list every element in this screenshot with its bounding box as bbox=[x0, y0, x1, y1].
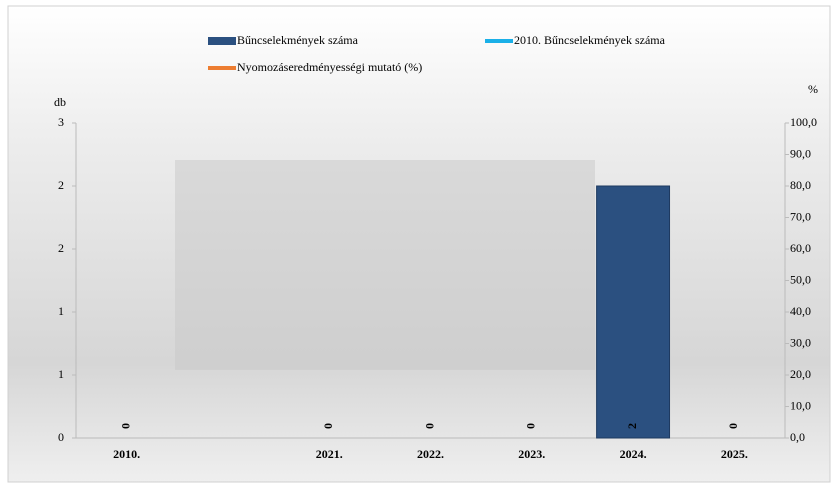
y-tick-label: 1 bbox=[58, 367, 64, 381]
y-axis-label: db bbox=[54, 95, 66, 109]
data-label: 0 bbox=[726, 423, 740, 429]
y2-tick-label: 30,0 bbox=[790, 335, 811, 349]
data-label: 0 bbox=[321, 423, 335, 429]
legend-swatch bbox=[485, 39, 513, 43]
y2-tick-label: 90,0 bbox=[790, 146, 811, 160]
background-building bbox=[175, 160, 595, 370]
legend-label: Bűncselekmények száma bbox=[237, 33, 359, 47]
y2-tick-label: 70,0 bbox=[790, 209, 811, 223]
bar bbox=[596, 185, 671, 439]
data-label: 0 bbox=[422, 423, 436, 429]
y2-tick-label: 100,0 bbox=[790, 115, 817, 129]
y2-tick-label: 20,0 bbox=[790, 367, 811, 381]
y-tick-label: 2 bbox=[58, 241, 64, 255]
data-label: 2 bbox=[625, 423, 639, 429]
y2-tick-label: 40,0 bbox=[790, 304, 811, 318]
x-tick-label: 2024. bbox=[620, 447, 647, 461]
y2-tick-label: 50,0 bbox=[790, 272, 811, 286]
y2-tick-label: 0,0 bbox=[790, 430, 805, 444]
x-tick-label: 2021. bbox=[316, 447, 343, 461]
x-tick-label: 2010. bbox=[113, 447, 140, 461]
y2-tick-label: 60,0 bbox=[790, 241, 811, 255]
y2-tick-label: 10,0 bbox=[790, 398, 811, 412]
y-tick-label: 2 bbox=[58, 178, 64, 192]
y2-tick-label: 80,0 bbox=[790, 178, 811, 192]
legend-swatch bbox=[208, 37, 236, 45]
x-tick-label: 2025. bbox=[721, 447, 748, 461]
legend-label: 2010. Bűncselekmények száma bbox=[514, 33, 666, 47]
y-tick-label: 3 bbox=[58, 115, 64, 129]
y2-axis-label: % bbox=[808, 82, 818, 96]
x-tick-label: 2022. bbox=[417, 447, 444, 461]
legend-label: Nyomozáseredményességi mutató (%) bbox=[237, 60, 422, 74]
y-tick-label: 1 bbox=[58, 304, 64, 318]
data-label: 0 bbox=[118, 423, 132, 429]
data-label: 0 bbox=[524, 423, 538, 429]
y-tick-label: 0 bbox=[58, 430, 64, 444]
legend-swatch bbox=[208, 66, 236, 70]
x-tick-label: 2023. bbox=[518, 447, 545, 461]
